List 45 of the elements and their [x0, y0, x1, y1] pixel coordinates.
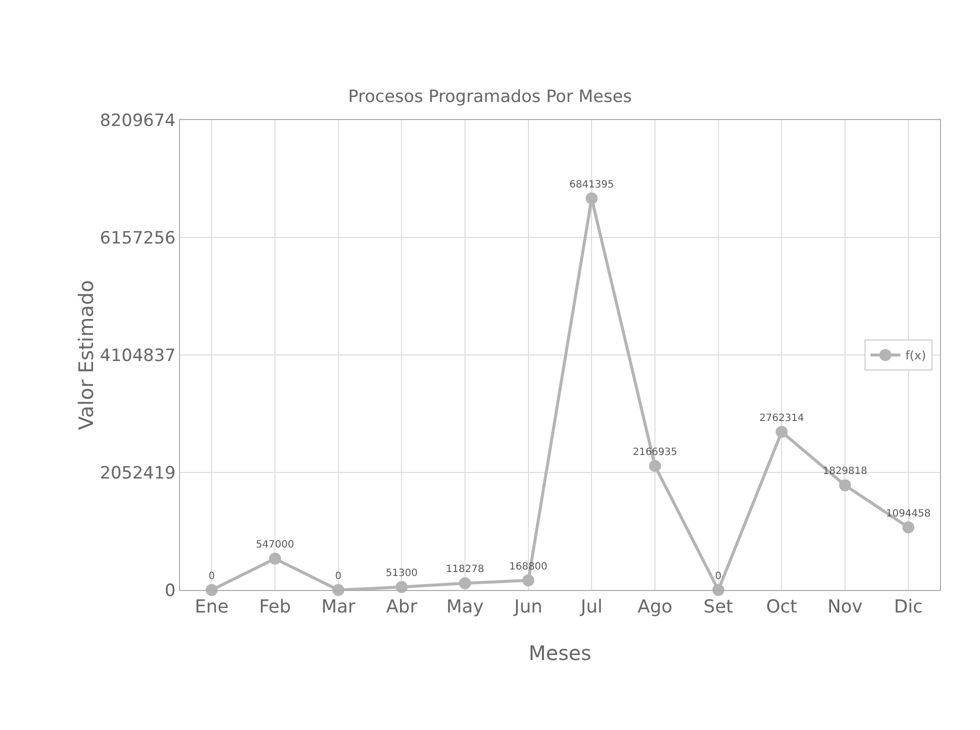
x-tick-label: Dic [894, 596, 923, 618]
x-tick-label: Ago [638, 596, 672, 618]
data-label: 0 [335, 571, 342, 582]
point [269, 552, 281, 565]
legend-label: f(x) [905, 348, 926, 363]
point [206, 584, 218, 596]
point [522, 574, 534, 586]
y-axis-title: Valor Estimado [74, 280, 98, 430]
data-label: 2762314 [759, 412, 804, 424]
y-tick-label: 4104837 [100, 346, 176, 366]
data-label: 547000 [256, 540, 294, 551]
x-tick-label: Mar [321, 596, 356, 618]
x-tick-label: May [446, 596, 484, 618]
data-label: 0 [208, 571, 215, 582]
data-label: 168800 [509, 561, 548, 572]
x-tick-label: Jun [513, 596, 542, 618]
data-label: 2166935 [632, 446, 678, 458]
x-tick-label: Set [704, 596, 734, 618]
point [776, 426, 788, 438]
y-tick-label: 0 [164, 580, 176, 601]
point [396, 581, 408, 594]
y-tick-label: 2052419 [100, 463, 176, 484]
data-label: 0 [715, 571, 722, 582]
y-tick-label: 8209674 [100, 110, 176, 131]
x-tick-label: Nov [827, 596, 863, 618]
point [712, 584, 724, 596]
x-tick-label: Abr [386, 596, 418, 618]
point [332, 584, 344, 596]
point [902, 521, 914, 534]
x-tick-label: Ene [194, 596, 229, 618]
y-tick-label: 6157256 [100, 228, 176, 248]
data-label: 6841395 [569, 179, 614, 190]
data-label: 51300 [386, 568, 418, 580]
x-tick-label: Oct [766, 596, 798, 618]
x-tick-label: Jul [580, 596, 603, 618]
data-label: 1829818 [822, 466, 868, 478]
chart-title: Procesos Programados Por Meses [348, 87, 632, 108]
point [459, 577, 471, 590]
data-label: 1094458 [886, 508, 931, 520]
point [586, 192, 598, 204]
x-tick-label: Feb [259, 596, 291, 618]
data-label: 118278 [446, 564, 484, 576]
point [839, 479, 851, 492]
point [649, 460, 661, 472]
x-axis-title: Meses [528, 641, 592, 665]
